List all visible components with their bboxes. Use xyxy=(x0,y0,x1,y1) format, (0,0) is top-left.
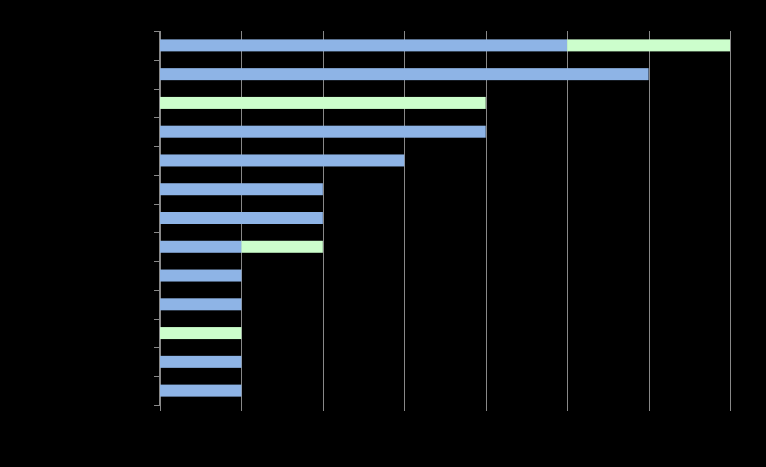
bar-row-5-series-0 xyxy=(160,183,323,196)
bar-row-7-series-1 xyxy=(241,240,323,253)
bar-row-3-series-0 xyxy=(160,125,486,138)
bar-row-7-series-0 xyxy=(160,240,242,253)
bar-row-0-series-0 xyxy=(160,39,568,52)
bar-row-10-series-1 xyxy=(160,327,242,340)
bar-row-9-series-0 xyxy=(160,298,242,311)
bar-row-1-series-0 xyxy=(160,68,649,81)
grid-lines xyxy=(160,31,731,405)
bar-row-6-series-0 xyxy=(160,212,323,224)
bar-row-12-series-0 xyxy=(160,384,242,397)
bar-row-0-series-1 xyxy=(567,39,730,52)
bar-row-8-series-0 xyxy=(160,269,242,282)
bars xyxy=(160,39,730,397)
bar-row-2-series-1 xyxy=(160,96,486,109)
axes xyxy=(154,31,731,411)
bar-row-4-series-0 xyxy=(160,154,405,167)
bar-row-11-series-0 xyxy=(160,355,242,368)
